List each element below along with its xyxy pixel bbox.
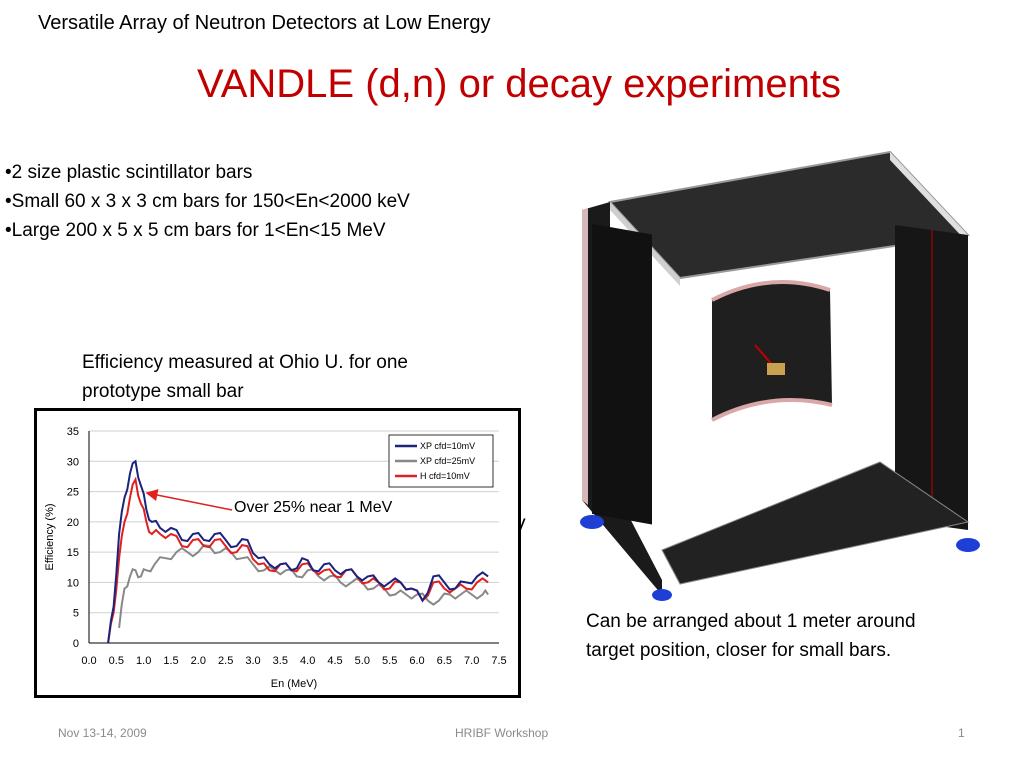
inner-array-top-edge [711,280,831,302]
top-panel-edge [890,152,968,243]
x-tick-label: 3.0 [245,655,260,667]
x-tick-label: 6.0 [409,655,424,667]
arrangement-note: Can be arranged about 1 meter around tar… [586,611,916,661]
target [767,363,785,375]
x-tick-label: 7.0 [464,655,479,667]
foot [652,589,672,601]
x-tick-label: 0.0 [81,655,96,667]
x-tick-label: 7.5 [491,655,506,667]
y-tick-label: 20 [67,517,79,529]
footer-page-number: 1 [958,726,965,740]
x-tick-label: 4.5 [327,655,342,667]
y-tick-label: 10 [67,577,79,589]
chart-lines [107,459,489,644]
y-tick-label: 0 [73,638,79,650]
x-tick-label: 2.5 [218,655,233,667]
bullet-list: •2 size plastic scintillator bars •Small… [5,158,410,245]
bullet-item: •Small 60 x 3 x 3 cm bars for 150<En<200… [5,191,410,212]
y-tick-label: 30 [67,456,79,468]
x-axis-label: En (MeV) [271,678,317,690]
footer-date: Nov 13-14, 2009 [58,726,147,740]
y-tick-label: 35 [67,426,79,438]
x-tick-label: 0.5 [109,655,124,667]
x-tick-label: 1.0 [136,655,151,667]
x-tick-label: 6.5 [437,655,452,667]
slide-title: VANDLE (d,n) or decay experiments [197,62,841,106]
chart-ticks: 0 5 10 15 20 25 30 35 0.0 0.5 1.0 1.5 2.0 2.5 3.0 3.5 4.… [67,426,507,667]
detector-array-illustration [580,150,980,601]
legend-label: XP cfd=25mV [420,456,475,466]
x-tick-label: 4.0 [300,655,315,667]
left-wall-bars [592,223,652,525]
legend-label: H cfd=10mV [420,471,470,481]
foot [956,538,980,552]
left-wall-edge [582,208,588,505]
x-tick-label: 3.5 [273,655,288,667]
chart-legend: XP cfd=10mV XP cfd=25mV H cfd=10mV [388,434,494,488]
foot [580,515,604,529]
efficiency-note: Efficiency measured at Ohio U. for one p… [82,352,408,402]
x-tick-label: 2.0 [191,655,206,667]
series-line [107,459,489,644]
slide-header: Versatile Array of Neutron Detectors at … [38,12,491,34]
bullet-item: •2 size plastic scintillator bars [5,162,253,183]
bullet-item: •Large 200 x 5 x 5 cm bars for 1<En<15 M… [5,220,386,241]
x-tick-label: 5.5 [382,655,397,667]
efficiency-chart: 0 5 10 15 20 25 30 35 0.0 0.5 1.0 1.5 2.0 2.5 3.0 3.5 4.… [34,408,521,698]
inner-curved-array [712,282,832,420]
inner-array-bottom-edge [711,398,833,422]
bottom-panel [661,461,970,585]
chart-annotation: Over 25% near 1 MeV [234,499,393,516]
efficiency-chart-svg: 0 5 10 15 20 25 30 35 0.0 0.5 1.0 1.5 2.0 2.5 3.0 3.5 4.… [44,426,507,690]
footer-event: HRIBF Workshop [455,726,549,740]
x-tick-label: 5.0 [355,655,370,667]
y-axis-label: Efficiency (%) [44,503,56,570]
y-tick-label: 15 [67,547,79,559]
legend-label: XP cfd=10mV [420,441,475,451]
x-tick-label: 1.5 [163,655,178,667]
y-tick-label: 25 [67,487,79,499]
y-tick-label: 5 [73,608,79,620]
